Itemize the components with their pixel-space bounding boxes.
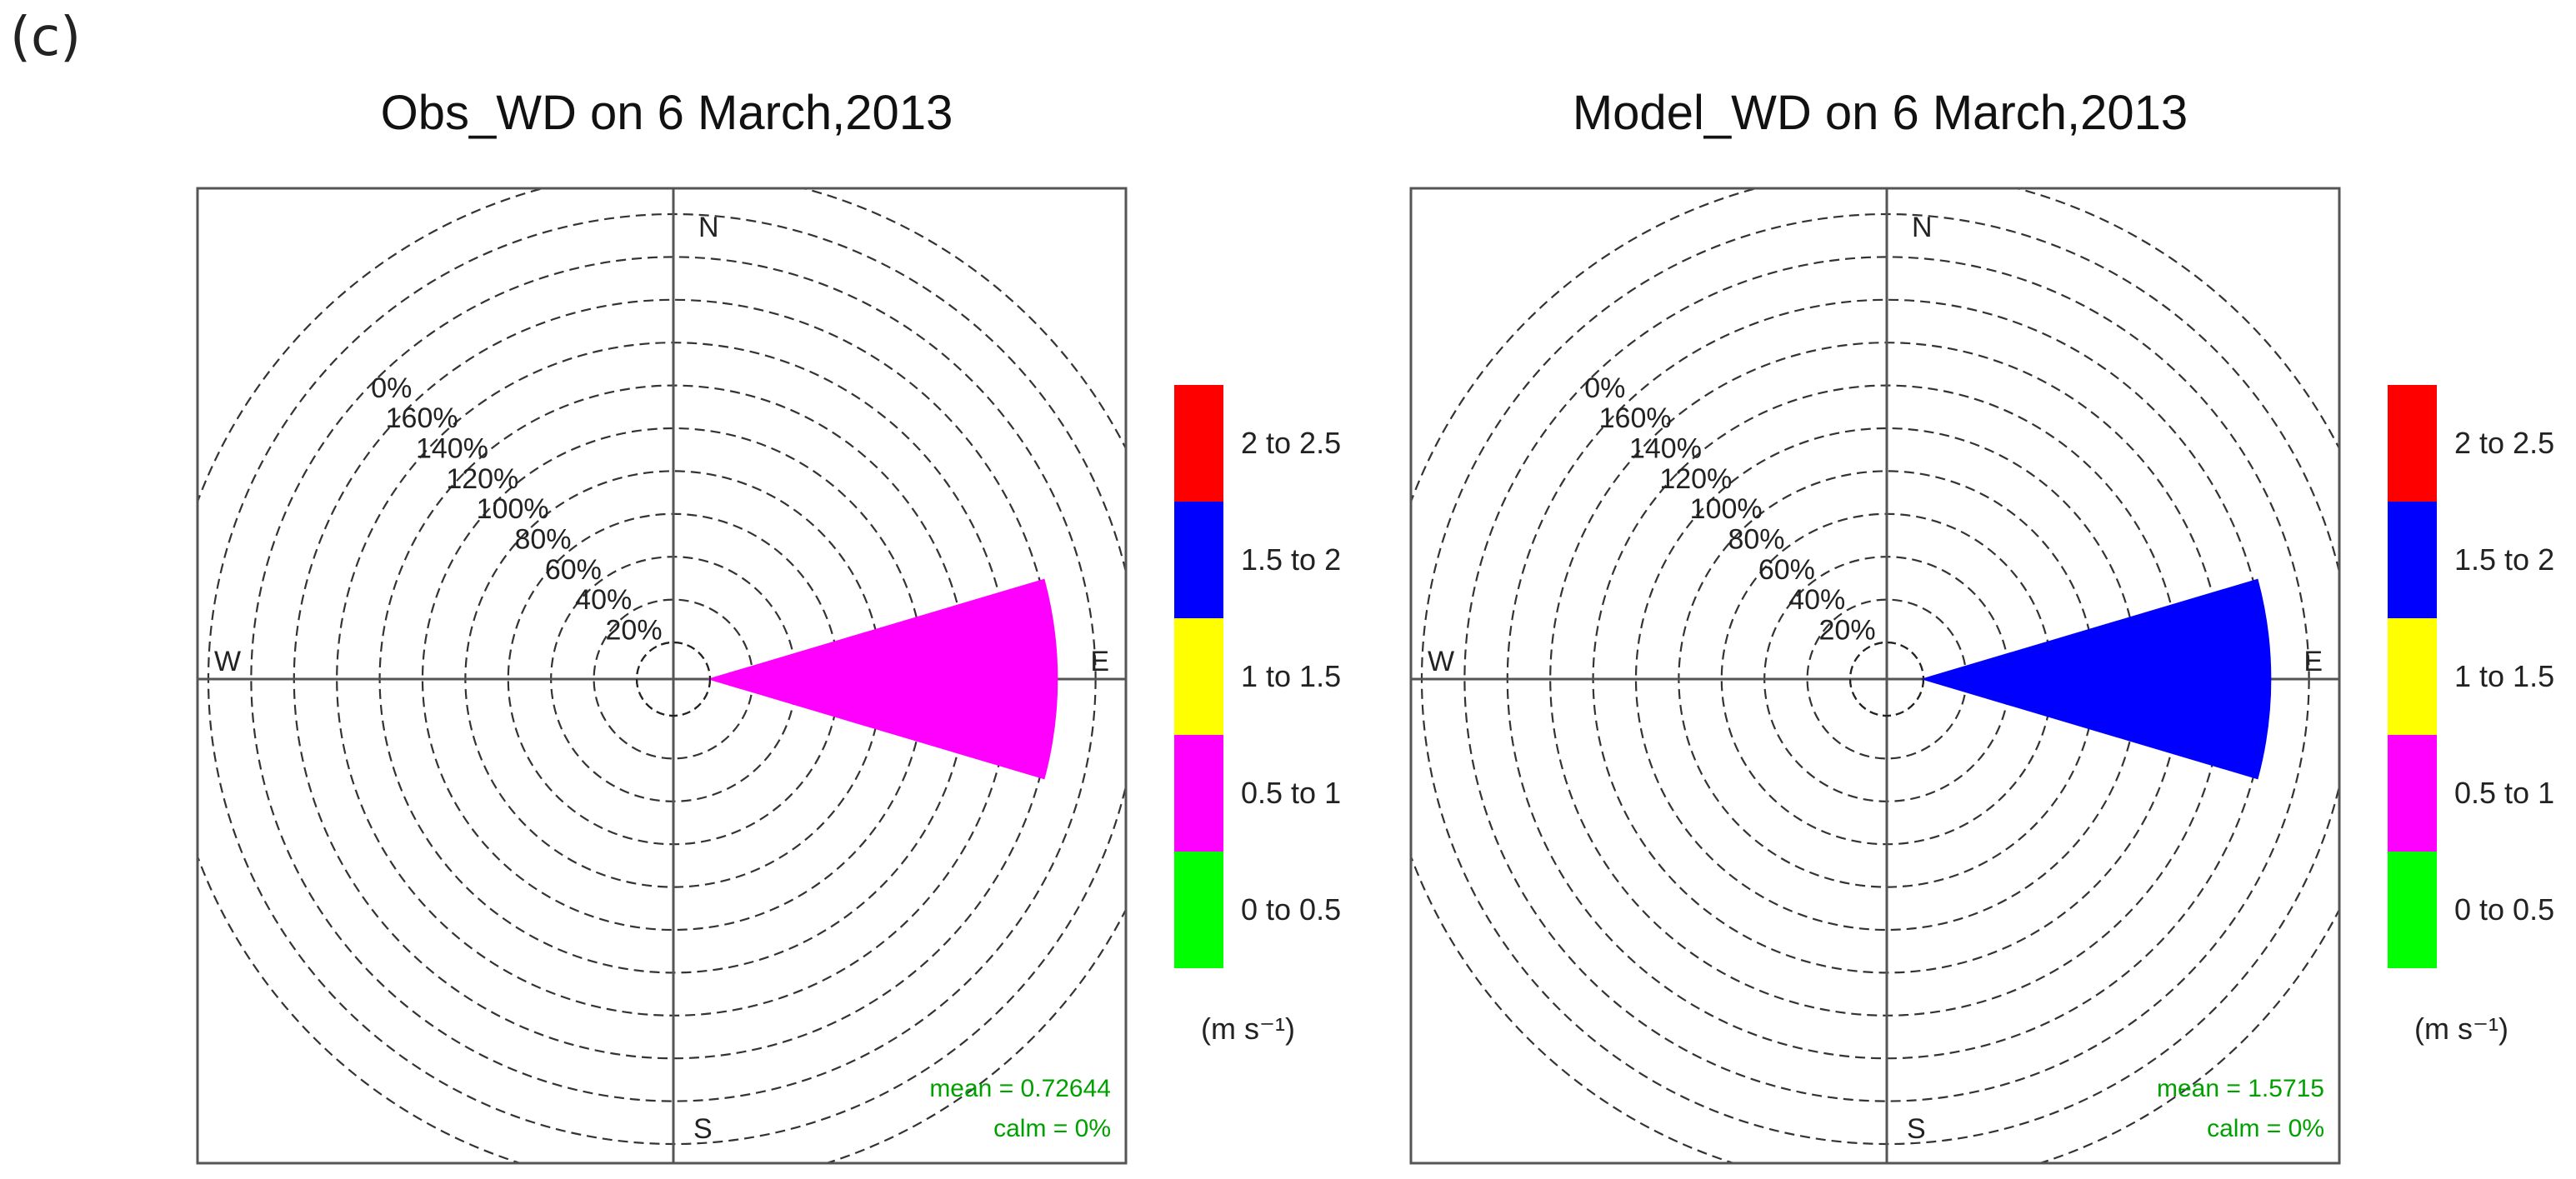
plot-frame — [1409, 187, 2341, 1165]
legend-swatch — [1174, 502, 1223, 618]
chart-title: Obs_WD on 6 March,2013 — [381, 86, 953, 140]
ring-label: 60% — [545, 554, 602, 586]
ring-label: 20% — [1819, 615, 1876, 647]
wind-rose-panel-1: Obs_WD on 6 March,2013 N E S W 20%40%60%80%10… — [196, 86, 1341, 1165]
ring-labels: 20%40%60%80%100%120%140%160%0% — [1584, 372, 1875, 647]
ring-label: 40% — [575, 584, 632, 616]
legend-label: 2 to 2.5 — [2454, 426, 2554, 460]
legend-label: 0.5 to 1 — [1241, 776, 1341, 810]
ring-label: 140% — [416, 432, 488, 464]
ring-label: 140% — [1629, 432, 1702, 464]
calm-circle-outline — [1848, 641, 1925, 717]
legend-swatch — [1174, 618, 1223, 735]
legend-swatch — [1174, 385, 1223, 502]
legend-units: (m s⁻¹) — [1201, 1012, 1295, 1046]
legend-label: 0 to 0.5 — [1241, 892, 1341, 927]
compass-n: N — [698, 212, 719, 243]
compass-e: E — [1090, 646, 1109, 677]
legend-swatch — [1174, 852, 1223, 968]
ring-label: 100% — [1690, 493, 1763, 525]
compass-s: S — [693, 1113, 713, 1145]
ring-label: 0% — [1584, 372, 1625, 404]
legend-swatch — [2388, 618, 2437, 735]
ring-label: 60% — [1758, 554, 1815, 586]
stat-text: mean = 1.5715 — [2157, 1075, 2324, 1102]
ring-label: 120% — [446, 463, 518, 495]
legend-label: 1.5 to 2 — [2454, 542, 2554, 577]
stat-text: mean = 0.72644 — [929, 1075, 1111, 1102]
compass-n: N — [1912, 212, 1933, 243]
legend-label: 1.5 to 2 — [1241, 542, 1341, 577]
panel-label: (c) — [10, 7, 82, 68]
ring-label: 160% — [386, 402, 458, 434]
legend-swatch — [2388, 852, 2437, 968]
ring-label: 120% — [1659, 463, 1732, 495]
legend-units: (m s⁻¹) — [2414, 1012, 2508, 1046]
legend-label: 2 to 2.5 — [1241, 426, 1341, 460]
compass-w: W — [1428, 646, 1454, 677]
calm-circle-outline — [635, 641, 712, 717]
legend-swatch — [2388, 502, 2437, 618]
legend-label: 0 to 0.5 — [2454, 892, 2554, 927]
legend-swatch — [2388, 735, 2437, 852]
legend-swatch — [2388, 385, 2437, 502]
ring-label: 20% — [606, 615, 663, 647]
wind-sector — [1920, 578, 2272, 780]
ring-label: 0% — [371, 372, 412, 404]
stat-text: calm = 0% — [2207, 1115, 2324, 1142]
compass-w: W — [214, 646, 241, 677]
ring-label: 160% — [1599, 402, 1672, 434]
legend-label: 1 to 1.5 — [1241, 659, 1341, 693]
chart-title: Model_WD on 6 March,2013 — [1573, 86, 2188, 140]
plot-frame — [196, 187, 1128, 1165]
ring-label: 80% — [514, 524, 571, 556]
ring-label: 40% — [1788, 584, 1845, 616]
legend-label: 0.5 to 1 — [2454, 776, 2554, 810]
legend-label: 1 to 1.5 — [2454, 659, 2554, 693]
ring-label: 80% — [1728, 524, 1784, 556]
ring-labels: 20%40%60%80%100%120%140%160%0% — [371, 372, 662, 647]
compass-e: E — [2303, 646, 2323, 677]
wind-sector — [707, 578, 1058, 780]
ring-label: 100% — [477, 493, 549, 525]
compass-s: S — [1907, 1113, 1926, 1145]
wind-rose-panel-2: Model_WD on 6 March,2013 N E S W 20%40%60%80%… — [1409, 86, 2554, 1165]
legend-swatch — [1174, 735, 1223, 852]
stat-text: calm = 0% — [993, 1115, 1111, 1142]
